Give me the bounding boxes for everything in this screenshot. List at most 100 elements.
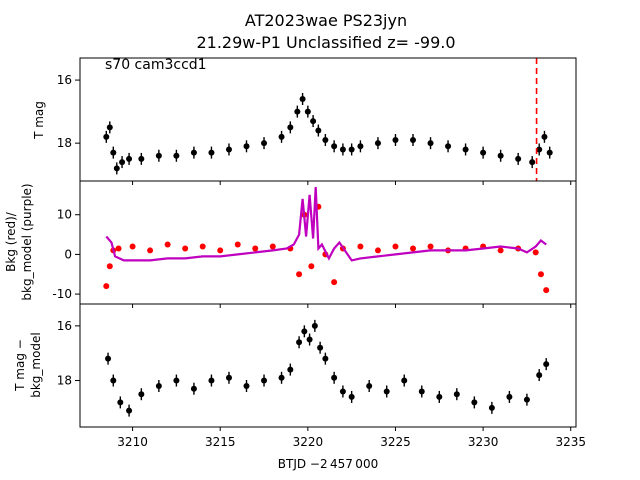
title-line2: 21.29w-P1 Unclassified z= -99.0	[196, 33, 455, 52]
mag-point	[471, 399, 478, 406]
mag-point	[348, 393, 355, 400]
middle-data-points	[103, 186, 550, 294]
mag-point	[155, 383, 162, 389]
top-ylabel: T mag	[32, 101, 46, 140]
y-tick-label: 16	[57, 319, 72, 333]
mag-point	[546, 149, 553, 156]
x-tick-label: 3235	[555, 435, 586, 449]
mag-point	[155, 152, 162, 159]
bkg-point	[543, 287, 550, 294]
mag-point	[138, 391, 145, 398]
mag-point	[322, 355, 329, 362]
bkg-point	[410, 245, 417, 252]
bkg-point	[252, 245, 259, 252]
mag-point	[287, 366, 294, 373]
mag-point	[536, 372, 543, 379]
mag-point	[536, 146, 543, 153]
mag-point	[294, 108, 301, 115]
mag-point	[138, 155, 145, 162]
mag-point	[106, 124, 113, 131]
mag-point	[401, 377, 408, 384]
mag-point	[243, 383, 250, 389]
mag-point	[480, 149, 487, 156]
bkg-point	[217, 247, 224, 254]
mag-point	[410, 137, 417, 143]
mag-point	[339, 146, 346, 153]
mag-point	[331, 374, 338, 381]
mag-point	[453, 391, 460, 398]
mag-point	[392, 137, 399, 143]
mag-point	[339, 388, 346, 395]
middle-axis-ticks: -10 0 10	[52, 208, 572, 308]
mag-point	[278, 133, 285, 140]
bkg-point	[147, 247, 154, 254]
bkg-point	[374, 247, 381, 254]
bkg-point	[115, 245, 122, 252]
mag-point	[208, 149, 215, 156]
mag-point	[418, 388, 425, 395]
mag-point	[190, 385, 197, 392]
mag-point	[331, 143, 338, 150]
mag-point	[243, 143, 250, 150]
mag-point	[105, 355, 112, 362]
mag-point	[190, 149, 197, 156]
bkg-point	[129, 243, 136, 250]
mag-point	[529, 159, 536, 166]
bottom-panel-frame	[79, 303, 577, 428]
bkg-point	[199, 243, 206, 250]
mag-point	[427, 140, 434, 147]
mag-point	[117, 399, 124, 406]
mag-point	[110, 149, 117, 156]
mag-point	[126, 155, 133, 162]
mag-point	[383, 388, 390, 395]
bkg-point	[182, 245, 189, 252]
mag-point	[261, 377, 268, 384]
mag-point	[523, 396, 530, 403]
bkg-point	[537, 271, 544, 278]
bottom-ylabel-line1: T mag −	[13, 339, 27, 392]
y-tick-label: 0	[64, 247, 72, 261]
mag-point	[296, 339, 303, 346]
bkg-point	[392, 243, 399, 250]
y-tick-label: 18	[57, 374, 72, 388]
top-data-points	[103, 58, 553, 181]
bkg-point	[106, 263, 113, 270]
y-tick-label: 10	[57, 208, 72, 222]
mag-point	[436, 393, 443, 400]
mag-point	[366, 383, 373, 389]
panel-middle-background: -10 0 10 Bkg (red)/ bkg_model (purple)	[4, 180, 577, 308]
middle-ylabel-line1: Bkg (red)/	[4, 211, 18, 272]
mag-point	[462, 146, 469, 153]
bkg-point	[331, 279, 338, 286]
y-tick-label: -10	[52, 287, 72, 301]
mag-point	[311, 322, 318, 329]
bottom-data-points	[105, 319, 550, 417]
mag-point	[348, 146, 355, 153]
camera-annotation: s70 cam3ccd1	[105, 57, 207, 73]
mag-point	[103, 133, 110, 140]
bkg-point	[296, 271, 303, 278]
mag-point	[113, 165, 120, 172]
bkg-point	[103, 283, 110, 290]
mag-point	[543, 361, 550, 368]
mag-point	[497, 152, 504, 159]
x-tick-label: 3220	[293, 435, 324, 449]
title-line1: AT2023wae PS23jyn	[245, 11, 407, 30]
bkg-point	[497, 247, 504, 254]
mag-point	[374, 140, 381, 147]
mag-point	[541, 133, 548, 140]
mag-point	[225, 146, 232, 153]
mag-point	[208, 377, 215, 384]
mag-point	[304, 108, 311, 115]
bkg-point	[269, 243, 276, 250]
bkg-point	[234, 241, 241, 248]
mag-point	[299, 96, 306, 102]
bkg-point	[532, 249, 539, 256]
mag-point	[301, 328, 308, 335]
mag-point	[261, 140, 268, 147]
